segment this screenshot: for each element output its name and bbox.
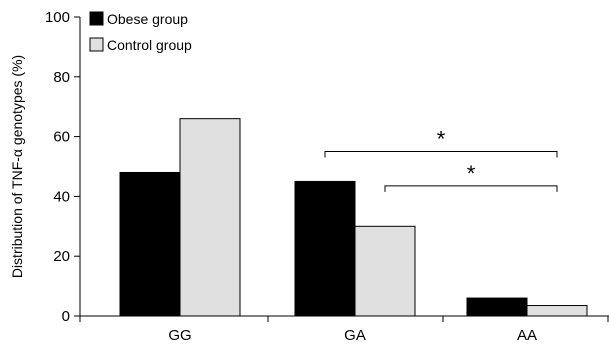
significance-star: * <box>467 161 476 186</box>
y-tick-label: 0 <box>62 308 70 325</box>
significance-star: * <box>437 127 446 152</box>
legend-swatch <box>89 11 104 26</box>
y-axis-title: Distribution of TNF-α genotypes (%) <box>9 55 25 278</box>
bar-control-ga <box>354 225 416 317</box>
y-tick-label: 60 <box>53 129 70 146</box>
y-tick-label: 40 <box>53 188 70 205</box>
legend-label: Obese group <box>107 11 188 27</box>
category-labels: GG GA AA <box>168 327 537 344</box>
significance-bracket <box>324 151 558 158</box>
legend-swatch <box>89 37 104 52</box>
bar-obese-aa <box>466 297 528 317</box>
x-tick-label: AA <box>517 327 537 344</box>
bars <box>119 118 588 317</box>
y-tick-label: 20 <box>53 248 70 265</box>
bar-control-gg <box>179 118 241 317</box>
x-axis <box>79 315 609 322</box>
x-tick-label: GA <box>344 327 366 344</box>
y-tick-label: 100 <box>45 9 70 26</box>
bar-obese-gg <box>119 171 181 317</box>
legend-label: Control group <box>107 37 192 53</box>
significance-annotations: ** <box>324 127 558 192</box>
bar-obese-ga <box>294 180 356 317</box>
x-tick-label: GG <box>168 327 191 344</box>
bar-control-aa <box>526 305 588 317</box>
legend: Obese group Control group <box>89 11 192 53</box>
y-tick-label: 80 <box>53 69 70 86</box>
significance-bracket <box>384 185 558 192</box>
y-axis: 0 20 40 60 80 100 <box>45 9 81 325</box>
